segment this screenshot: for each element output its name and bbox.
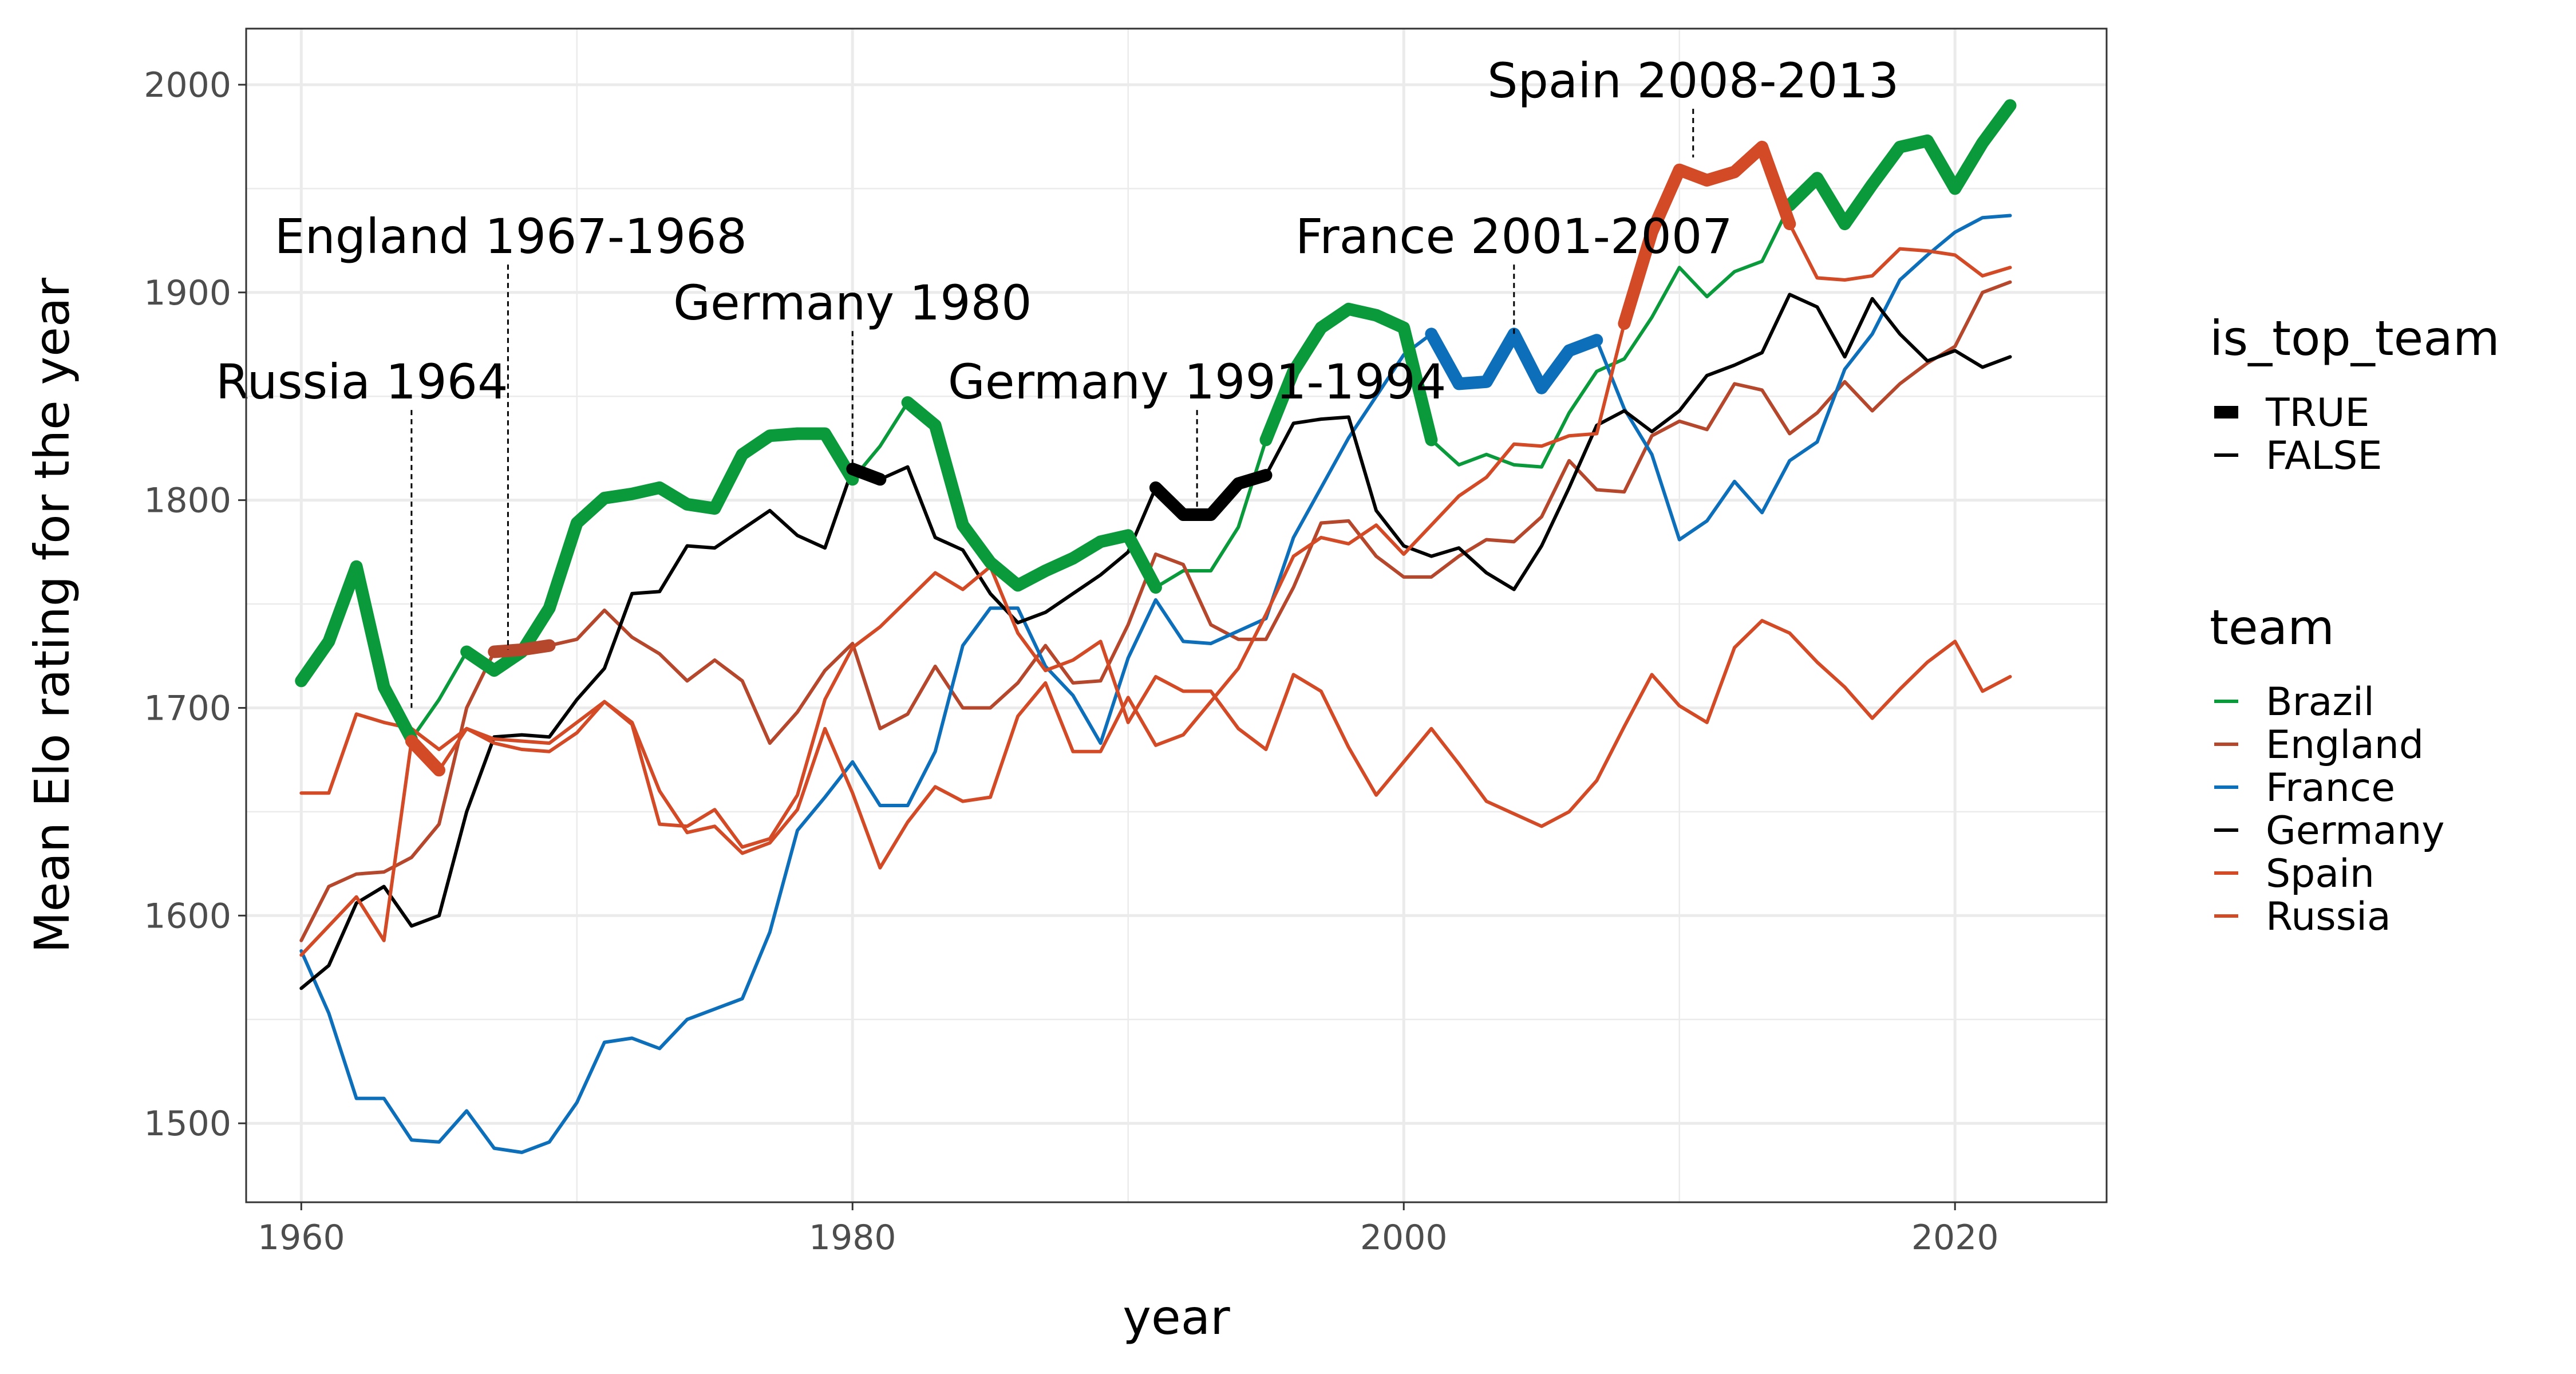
y-tick-label: 1900 (144, 273, 231, 313)
annotations: Russia 1964 England 1967-1968 Germany 1980… (216, 53, 1899, 708)
x-axis-title: year (1123, 1289, 1230, 1345)
brazil-top-team-segment (295, 560, 418, 745)
x-tick-label: 2020 (1911, 1218, 1999, 1258)
y-tick-label: 1700 (144, 688, 231, 728)
england-top-team-segment (488, 639, 556, 658)
annotation-label: Germany 1991-1994 (948, 354, 1447, 410)
y-tick-label: 1500 (144, 1104, 231, 1144)
legend-title-team: team (2210, 599, 2334, 656)
x-tick-label: 1960 (258, 1218, 345, 1258)
legend-label-brazil: Brazil (2266, 680, 2374, 725)
france-top-team-segment (1425, 327, 1603, 394)
annotation-label: Spain 2008-2013 (1487, 53, 1899, 109)
x-axis: 1960 1980 2000 2020 (258, 1202, 1999, 1258)
major-gridlines (246, 29, 2107, 1202)
y-tick-label: 1600 (144, 896, 231, 936)
brazil-top-team-segment (460, 427, 859, 677)
legend-title-is-top-team: is_top_team (2210, 310, 2500, 366)
legend-label-false: FALSE (2266, 433, 2382, 479)
legend-label-russia: Russia (2266, 894, 2391, 939)
brazil-top-team-segment (1783, 99, 2017, 231)
y-axis: 1500 1600 1700 1800 1900 2000 (144, 65, 246, 1144)
germany-top-team-segment (846, 463, 887, 486)
annotation-label: England 1967-1968 (274, 208, 747, 264)
legend-label-spain: Spain (2266, 851, 2374, 897)
y-axis-title: Mean Elo rating for the year (24, 278, 80, 953)
top-team-segments (295, 99, 2017, 777)
brazil-top-team-segment (1259, 302, 1438, 447)
germany-top-team-segment (1149, 469, 1273, 521)
legend-label-germany: Germany (2266, 808, 2445, 854)
annotation-label: Russia 1964 (216, 354, 508, 410)
x-tick-label: 1980 (809, 1218, 896, 1258)
england-series-line (299, 280, 2012, 942)
plot-panel-border (245, 27, 2108, 1203)
legend-label-england: England (2266, 722, 2424, 768)
plot-panel (246, 29, 2107, 1202)
legend-label-france: France (2266, 765, 2395, 811)
y-tick-label: 2000 (144, 65, 231, 105)
russia-top-team-segment (405, 735, 445, 777)
spain-top-team-segment (1618, 140, 1796, 330)
annotation-label: Germany 1980 (673, 275, 1032, 331)
legend-label-true: TRUE (2265, 390, 2370, 436)
x-tick-label: 2000 (1360, 1218, 1448, 1258)
russia-series-line (299, 564, 2012, 957)
annotation-label: France 2001-2007 (1295, 208, 1733, 264)
brazil-top-team-segment (901, 396, 1162, 594)
y-tick-label: 1800 (144, 481, 231, 521)
france-series-line (299, 214, 2012, 1154)
